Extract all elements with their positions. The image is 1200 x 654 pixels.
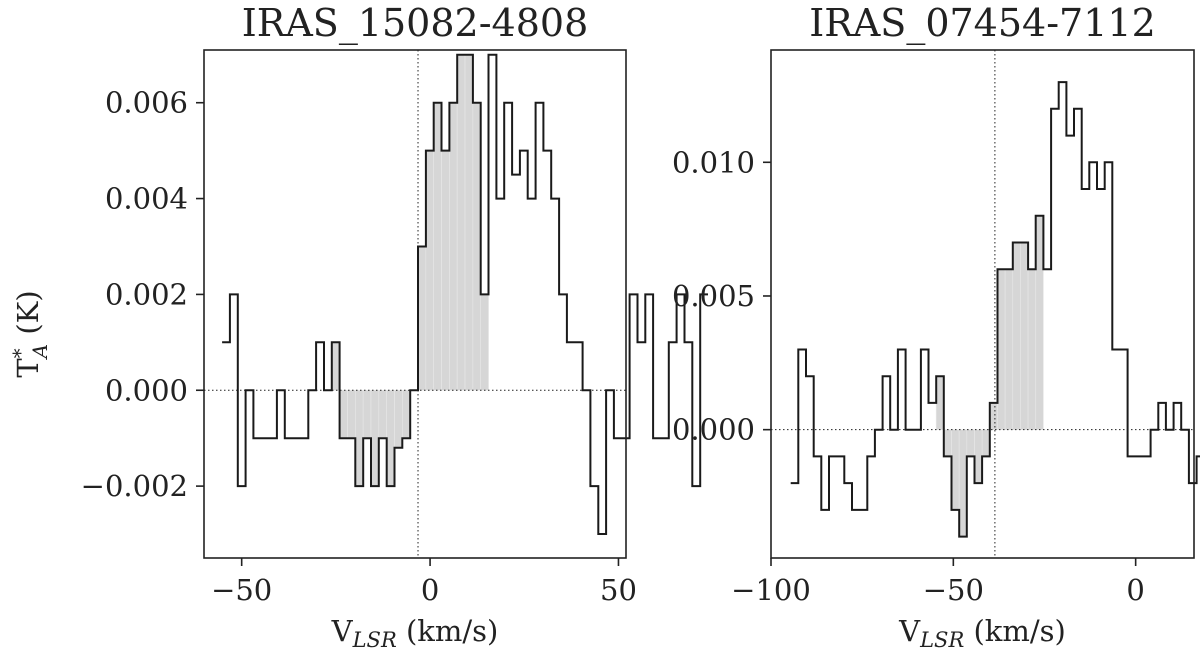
fill-bar [331,342,340,391]
spectrum-line [222,53,708,535]
y-axis-label: T*A (K) [8,290,52,377]
chart-title: IRAS_07454-7112 [809,1,1156,46]
plot-frame [770,49,1195,559]
fill-bar [997,268,1006,430]
fill-bar [425,150,434,391]
fill-bar [370,389,380,487]
y-axis-label-main: T [11,358,45,378]
y-tick-label: 0.010 [672,145,755,179]
x-tick-label: 0 [421,573,439,607]
fill-bar [935,375,945,430]
fill-bar [966,429,975,457]
fill-region [935,215,1044,537]
fill-bar [339,389,348,439]
x-tick-label: −50 [923,573,984,607]
fill-bar [1035,215,1044,430]
x-axis-label: VLSR (km/s) [898,614,1066,652]
fill-bar [958,429,968,537]
fill-bar [441,150,450,391]
fill-bar [1027,268,1037,430]
x-axis-label-sub: LSR [919,628,964,652]
fill-bar [433,102,442,391]
y-tick-label: 0.005 [672,279,755,313]
plot-frame [203,49,627,559]
fill-bar [362,389,372,439]
fill-bar [943,429,952,457]
y-axis-label-sup: * [8,348,32,358]
y-axis-label-unit: (K) [11,290,45,344]
fill-bar [974,429,983,484]
y-tick-label: 0.004 [105,182,188,216]
x-tick-label: 50 [600,573,637,607]
y-tick-label: 0.006 [105,86,188,120]
x-axis-label-main: V [898,614,921,648]
x-tick-label: −100 [731,573,811,607]
fill-bar [355,389,364,487]
fill-bar [1012,242,1021,430]
fill-bar [951,429,960,511]
y-tick-label: 0.002 [105,277,188,311]
fill-bar [1020,242,1029,430]
x-axis-label-unit: (km/s) [964,614,1066,648]
fill-bar [417,246,427,391]
fill-bar [456,54,466,391]
chart-panel-iras-07454: −100 −50 0 0.000 0.005 0.010 IRAS_07454-7112 VL… [672,1,1200,652]
y-tick-label: −0.002 [81,469,188,503]
x-tick-label: 0 [1126,573,1144,607]
fill-bar [1004,268,1014,430]
fill-bar [402,389,411,439]
fill-bar [386,389,395,487]
fill-bar [472,102,482,391]
y-tick-label: 0.000 [672,413,755,447]
spectrum-line [790,81,1200,538]
fill-bar [989,402,998,430]
x-axis-label-main: V [331,614,354,648]
fill-bar [464,54,474,391]
x-axis-label-sub: LSR [352,628,397,652]
x-axis-label-unit: (km/s) [397,614,499,648]
y-axis-label-sub: A [28,344,52,360]
fill-bar [394,389,403,449]
fill-bar [449,102,458,391]
fill-bar [480,294,489,391]
chart-title: IRAS_15082-4808 [242,1,589,46]
x-axis-label: VLSR (km/s) [331,614,499,652]
chart-panel-iras-15082: −50 0 50 −0.002 0.000 0.002 0.004 0.006 IRAS_150… [8,1,708,652]
fill-bar [981,429,991,457]
y-tick-label: 0.000 [105,373,188,407]
x-tick-label: −50 [211,573,272,607]
fill-bar [378,389,387,439]
fill-bar [347,389,356,439]
